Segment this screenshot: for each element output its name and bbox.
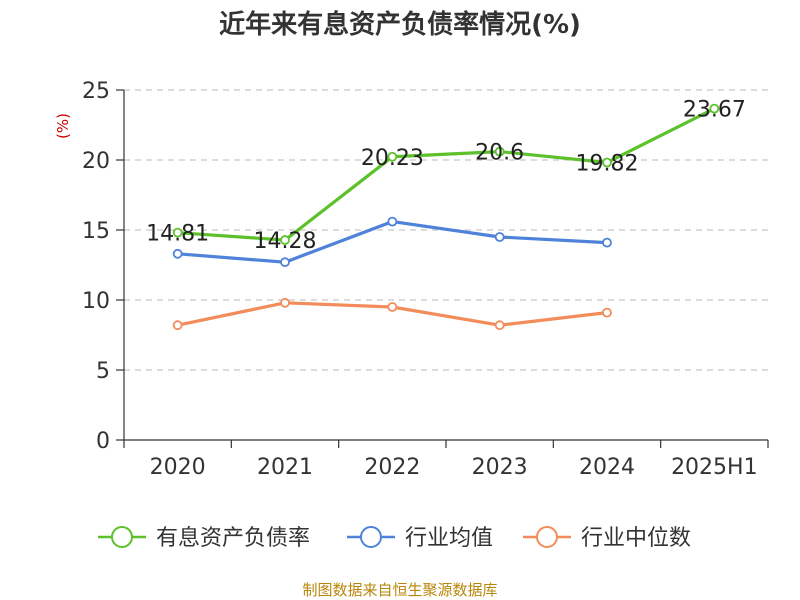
- data-label: 14.81: [146, 222, 209, 247]
- x-tick-label: 2022: [364, 455, 420, 480]
- y-axis-label: (%): [54, 113, 72, 139]
- y-tick-label: 25: [82, 79, 110, 104]
- data-point: [280, 297, 290, 308]
- data-point: [387, 151, 398, 162]
- source-note: 制图数据来自恒生聚源数据库: [302, 581, 497, 599]
- data-point: [172, 248, 183, 259]
- legend-item[interactable]: 行业中位数: [523, 526, 691, 551]
- legend-label: 行业中位数: [581, 526, 691, 551]
- legend-item[interactable]: 行业均值: [347, 526, 493, 551]
- data-point: [387, 302, 398, 312]
- data-label: 20.23: [361, 146, 424, 171]
- y-tick-label: 15: [82, 219, 110, 244]
- data-point: [172, 227, 183, 238]
- data-point: [494, 320, 505, 331]
- data-point: [494, 232, 505, 242]
- legend-marker: [111, 526, 133, 548]
- data-point: [602, 157, 612, 168]
- x-tick-label: 2025H1: [671, 455, 758, 480]
- data-point: [494, 146, 505, 157]
- series-layer: [172, 103, 720, 331]
- y-tick-label: 10: [82, 289, 110, 314]
- data-label: 20.6: [475, 141, 524, 166]
- legend-marker: [536, 526, 558, 548]
- legend[interactable]: 有息资产负债率 行业均值 行业中位数: [98, 526, 691, 551]
- x-tick-label: 2021: [257, 455, 313, 480]
- legend-item[interactable]: 有息资产负债率: [98, 526, 310, 551]
- axes: 0 5 10 15 20 25 2020 2021 2022 2023 2024 2025H1: [82, 79, 769, 480]
- data-label: 23.67: [683, 98, 746, 123]
- series-line: [176, 107, 716, 242]
- data-point: [387, 216, 398, 227]
- y-tick-label: 0: [96, 429, 110, 454]
- x-tick-label: 2023: [472, 455, 528, 480]
- data-point: [602, 307, 612, 318]
- y-tick-label: 5: [96, 359, 110, 384]
- legend-marker: [360, 526, 382, 548]
- data-point: [602, 237, 612, 248]
- data-label: 14.28: [254, 229, 317, 254]
- legend-label: 有息资产负债率: [156, 526, 310, 551]
- x-tick-label: 2020: [150, 455, 206, 480]
- data-point: [709, 103, 720, 114]
- y-tick-label: 20: [82, 149, 110, 174]
- chart-title: 近年来有息资产负债率情况(%): [219, 9, 581, 40]
- data-label: 19.82: [576, 152, 639, 177]
- data-labels: 14.81 14.28 20.23 20.6 19.82 23.67: [146, 98, 746, 254]
- data-point: [280, 235, 290, 245]
- x-tick-label: 2024: [579, 455, 635, 480]
- legend-label: 行业均值: [405, 526, 493, 551]
- data-point: [280, 257, 290, 268]
- data-point: [172, 320, 183, 331]
- series-line: [176, 220, 609, 264]
